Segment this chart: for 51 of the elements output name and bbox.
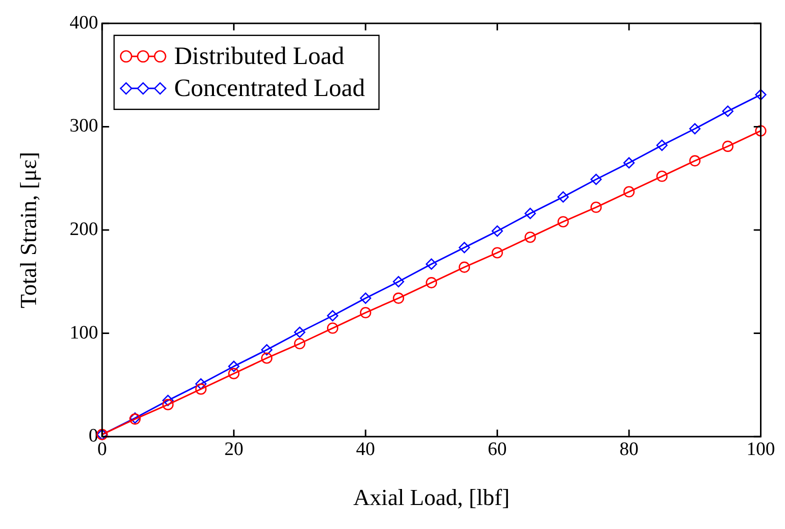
point xyxy=(689,123,701,134)
x-tick-label: 20 xyxy=(224,438,244,460)
x-tick-label: 80 xyxy=(620,438,639,460)
point xyxy=(623,157,635,169)
x-tick-label: 40 xyxy=(356,438,376,460)
point xyxy=(294,338,306,350)
legend-label: Concentrated Load xyxy=(174,74,366,102)
y-axis-title: Total Strain, [με] xyxy=(16,152,41,308)
y-tick-label: 200 xyxy=(70,218,98,240)
point xyxy=(524,208,536,220)
x-tick-label: 60 xyxy=(488,438,507,460)
point xyxy=(360,306,372,318)
point xyxy=(195,383,207,395)
point xyxy=(558,191,569,203)
point xyxy=(755,89,766,100)
point xyxy=(294,326,306,338)
point xyxy=(524,232,536,243)
y-tick-label: 300 xyxy=(70,116,98,137)
point xyxy=(426,258,438,270)
point xyxy=(360,292,372,304)
y-tick-label: 100 xyxy=(70,322,98,344)
point xyxy=(326,322,338,334)
point xyxy=(590,174,602,186)
point xyxy=(162,398,174,410)
point xyxy=(623,186,635,198)
point xyxy=(656,140,668,151)
point xyxy=(228,360,240,372)
point xyxy=(228,368,240,380)
point xyxy=(558,216,569,228)
point xyxy=(458,242,470,254)
point xyxy=(492,225,503,237)
point xyxy=(689,155,701,166)
x-axis-title: Axial Load, [lbf] xyxy=(353,485,510,510)
point xyxy=(656,170,668,182)
point xyxy=(722,140,734,152)
point xyxy=(261,352,272,364)
point xyxy=(492,247,503,258)
y-tick-label: 400 xyxy=(70,12,98,34)
point xyxy=(326,310,338,322)
point xyxy=(195,378,207,390)
x-tick-label: 100 xyxy=(746,438,775,460)
point xyxy=(162,394,174,406)
point xyxy=(755,125,766,136)
point xyxy=(722,106,734,117)
point xyxy=(261,344,272,356)
point xyxy=(392,292,404,304)
point xyxy=(458,262,470,273)
legend-label: Distributed Load xyxy=(174,42,345,70)
point xyxy=(590,202,602,213)
point xyxy=(426,277,438,288)
point xyxy=(392,276,404,288)
